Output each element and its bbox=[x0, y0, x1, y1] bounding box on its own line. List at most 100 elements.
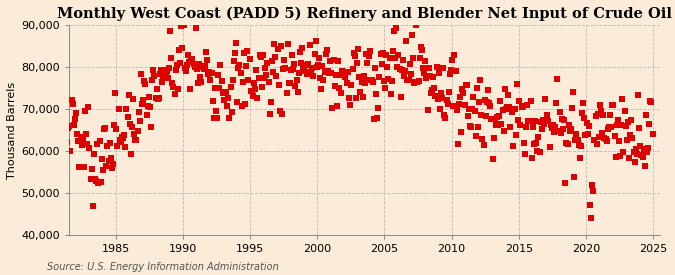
Point bbox=[455, 94, 466, 99]
Point bbox=[216, 79, 227, 84]
Point bbox=[404, 62, 415, 66]
Point bbox=[275, 109, 286, 113]
Point bbox=[537, 118, 548, 122]
Point bbox=[183, 53, 194, 57]
Point bbox=[300, 63, 311, 67]
Point bbox=[358, 74, 369, 78]
Point bbox=[532, 148, 543, 153]
Point bbox=[438, 65, 449, 70]
Point bbox=[308, 74, 319, 78]
Point bbox=[192, 80, 203, 85]
Point bbox=[535, 120, 546, 125]
Point bbox=[270, 55, 281, 60]
Point bbox=[134, 119, 145, 124]
Point bbox=[340, 69, 351, 74]
Point bbox=[440, 116, 451, 120]
Point bbox=[273, 83, 284, 87]
Point bbox=[603, 125, 614, 129]
Point bbox=[195, 75, 206, 79]
Point bbox=[379, 78, 389, 83]
Point bbox=[255, 55, 266, 59]
Point bbox=[342, 81, 352, 86]
Point bbox=[180, 65, 190, 70]
Point bbox=[418, 65, 429, 70]
Point bbox=[360, 81, 371, 85]
Point bbox=[460, 83, 471, 88]
Point bbox=[309, 52, 320, 56]
Point bbox=[212, 116, 223, 120]
Point bbox=[554, 110, 565, 114]
Point bbox=[93, 181, 104, 185]
Point bbox=[227, 78, 238, 82]
Point bbox=[478, 143, 489, 148]
Point bbox=[335, 73, 346, 77]
Point bbox=[238, 51, 249, 56]
Point bbox=[289, 62, 300, 66]
Point bbox=[409, 81, 420, 85]
Point bbox=[333, 59, 344, 64]
Point bbox=[398, 57, 408, 62]
Point bbox=[112, 144, 123, 149]
Point bbox=[504, 104, 515, 109]
Point bbox=[523, 119, 534, 123]
Point bbox=[583, 124, 594, 129]
Point bbox=[277, 67, 288, 71]
Point bbox=[381, 53, 392, 58]
Point bbox=[416, 48, 427, 52]
Point bbox=[148, 68, 159, 73]
Point bbox=[202, 72, 213, 77]
Point bbox=[520, 125, 531, 129]
Point bbox=[475, 78, 485, 82]
Point bbox=[225, 85, 236, 90]
Point bbox=[138, 97, 148, 102]
Point bbox=[265, 112, 275, 116]
Point bbox=[323, 71, 334, 75]
Point bbox=[211, 109, 221, 113]
Point bbox=[429, 86, 439, 90]
Point bbox=[307, 66, 318, 70]
Point bbox=[518, 141, 529, 145]
Point bbox=[442, 101, 453, 106]
Point bbox=[566, 126, 576, 131]
Point bbox=[425, 74, 435, 78]
Point bbox=[362, 61, 373, 65]
Point bbox=[596, 109, 607, 113]
Point bbox=[140, 82, 151, 86]
Point bbox=[345, 103, 356, 107]
Point bbox=[134, 110, 144, 114]
Point bbox=[462, 114, 473, 118]
Point bbox=[556, 130, 566, 135]
Point bbox=[641, 113, 651, 117]
Point bbox=[64, 123, 75, 128]
Point bbox=[561, 141, 572, 145]
Point bbox=[319, 69, 330, 74]
Point bbox=[520, 152, 531, 156]
Point bbox=[579, 116, 590, 120]
Point bbox=[564, 129, 575, 134]
Point bbox=[571, 131, 582, 136]
Point bbox=[375, 52, 386, 57]
Point bbox=[620, 124, 631, 128]
Point bbox=[615, 154, 626, 158]
Point bbox=[551, 101, 562, 105]
Point bbox=[97, 168, 108, 172]
Point bbox=[481, 114, 491, 119]
Point bbox=[189, 64, 200, 69]
Point bbox=[476, 113, 487, 118]
Point bbox=[377, 51, 388, 55]
Point bbox=[101, 164, 111, 168]
Point bbox=[522, 103, 533, 107]
Point bbox=[437, 96, 448, 100]
Point bbox=[445, 72, 456, 76]
Point bbox=[542, 113, 553, 117]
Point bbox=[258, 53, 269, 57]
Point bbox=[233, 66, 244, 70]
Point bbox=[271, 73, 282, 78]
Point bbox=[605, 125, 616, 129]
Point bbox=[221, 91, 232, 95]
Point bbox=[374, 74, 385, 79]
Point bbox=[61, 140, 72, 144]
Point bbox=[122, 114, 133, 119]
Point bbox=[131, 138, 142, 142]
Point bbox=[58, 121, 69, 125]
